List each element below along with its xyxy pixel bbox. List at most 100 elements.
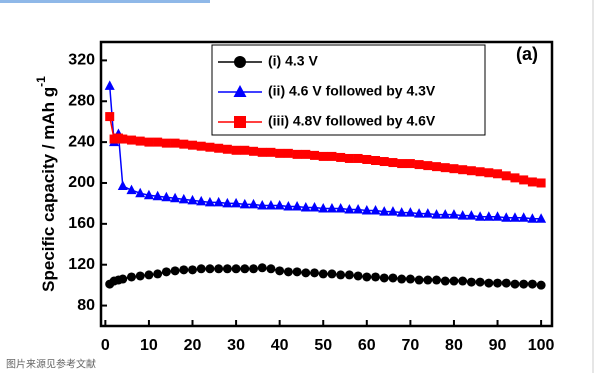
point xyxy=(257,263,267,273)
point xyxy=(301,268,311,278)
point xyxy=(466,166,476,176)
point xyxy=(371,272,381,282)
point xyxy=(336,152,346,162)
point xyxy=(275,266,285,276)
point xyxy=(170,266,180,276)
point xyxy=(144,270,154,280)
point xyxy=(283,148,293,158)
point xyxy=(104,80,115,90)
point xyxy=(484,278,494,288)
point xyxy=(266,264,276,274)
point xyxy=(161,267,171,277)
panel-label: (a) xyxy=(516,44,538,64)
point xyxy=(249,264,259,274)
point xyxy=(266,147,276,157)
point xyxy=(205,142,215,152)
point xyxy=(440,276,450,286)
series-line xyxy=(108,85,542,220)
point xyxy=(501,212,512,222)
point xyxy=(161,191,172,202)
y-label-group: Specific capacity / mAh g-1 xyxy=(34,76,58,292)
point xyxy=(440,163,450,173)
point xyxy=(161,138,171,148)
point xyxy=(387,206,398,216)
point xyxy=(117,180,128,191)
point xyxy=(170,192,181,203)
point xyxy=(153,137,163,147)
point xyxy=(196,195,207,206)
point xyxy=(127,272,137,282)
point xyxy=(371,156,381,166)
point xyxy=(178,193,189,204)
x-tick-label: 20 xyxy=(184,337,202,354)
point xyxy=(422,208,433,218)
point xyxy=(249,146,259,156)
point xyxy=(388,273,398,283)
legend-symbol xyxy=(233,85,247,97)
y-tick-label: 200 xyxy=(68,174,95,191)
point xyxy=(440,209,451,219)
point xyxy=(274,199,285,210)
x-tick-label: 10 xyxy=(140,337,158,354)
point xyxy=(414,208,425,218)
point xyxy=(353,153,363,163)
point xyxy=(457,210,468,220)
point xyxy=(179,139,189,149)
point xyxy=(336,270,346,280)
point xyxy=(222,144,232,154)
point xyxy=(484,168,494,178)
y-label-main: Specific capacity / mAh g xyxy=(39,87,58,292)
point xyxy=(214,264,224,274)
point xyxy=(431,209,442,219)
point xyxy=(370,205,381,215)
point xyxy=(213,196,224,207)
point xyxy=(379,157,389,167)
legend-symbol xyxy=(234,116,246,128)
legend-marker xyxy=(234,116,246,128)
legend-label: (ii) 4.6 V followed by 4.3V xyxy=(268,83,436,99)
y-tick-label: 280 xyxy=(68,92,95,109)
point xyxy=(361,205,372,215)
point xyxy=(536,280,546,290)
y-tick-label: 120 xyxy=(68,256,95,273)
point xyxy=(466,277,476,287)
point xyxy=(318,269,328,279)
point xyxy=(275,148,285,158)
point xyxy=(240,145,250,155)
point xyxy=(344,204,355,214)
point xyxy=(475,167,485,177)
point xyxy=(405,159,415,169)
point xyxy=(214,143,224,153)
point xyxy=(231,264,241,274)
point xyxy=(248,198,259,209)
point xyxy=(118,274,128,284)
point xyxy=(353,204,364,214)
x-tick-label: 0 xyxy=(101,337,110,354)
point xyxy=(292,267,302,277)
point xyxy=(292,149,302,159)
y-tick-label: 160 xyxy=(68,215,95,232)
point xyxy=(327,151,337,161)
y-axis-label: Specific capacity / mAh g-1 xyxy=(34,76,58,292)
point xyxy=(135,271,145,281)
point xyxy=(318,151,328,161)
point xyxy=(519,175,529,185)
point xyxy=(222,197,233,208)
legend-box xyxy=(211,44,486,136)
point xyxy=(222,264,232,274)
point xyxy=(300,201,311,212)
point xyxy=(449,276,459,286)
x-tick-label: 60 xyxy=(358,337,376,354)
point xyxy=(379,273,389,283)
legend: (i) 4.3 V (ii) 4.6 V followed by 4.3V (iii… xyxy=(211,44,486,136)
legend-symbol xyxy=(234,56,246,68)
point xyxy=(458,276,468,286)
point xyxy=(379,206,390,216)
caption: 图片来源见参考文献 xyxy=(6,358,96,371)
point xyxy=(501,278,511,288)
series xyxy=(104,80,547,223)
point xyxy=(518,212,529,222)
point xyxy=(257,147,267,157)
point xyxy=(414,275,424,285)
point xyxy=(257,199,268,210)
